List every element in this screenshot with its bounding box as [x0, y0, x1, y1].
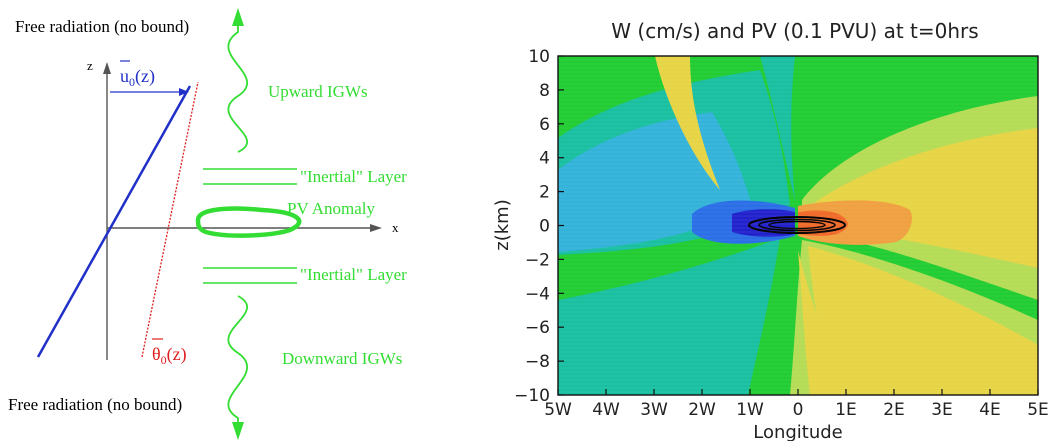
downward-label: Downward IGWs	[282, 349, 402, 368]
top-center-tip	[760, 56, 795, 200]
contour-fill	[558, 56, 1038, 395]
x-tick-label: 4W	[592, 400, 620, 420]
z-axis-label: z	[87, 58, 93, 73]
y-tick-label: −4	[525, 284, 550, 304]
upward-label: Upward IGWs	[268, 82, 368, 101]
x-axis-label: Longitude	[753, 422, 843, 441]
panel-title: W (cm/s) and PV (0.1 PVU) at t=0hrs	[611, 19, 978, 43]
theta-profile-line	[141, 81, 199, 358]
pv-anomaly-label: PV Anomaly	[287, 199, 376, 218]
x-tick-label: 4E	[979, 400, 1001, 420]
y-tick-label: −8	[525, 352, 550, 372]
pv-contour-inner	[768, 220, 826, 230]
contour-panel: W (cm/s) and PV (0.1 PVU) at t=0hrs	[492, 19, 1049, 441]
x-tick-label: 0	[793, 400, 804, 420]
pv-contour-middle	[758, 218, 836, 232]
bottom-caption: Free radiation (no bound)	[8, 395, 182, 414]
downward-wave	[227, 295, 248, 422]
lobe-lower-left-weak	[558, 238, 780, 395]
x-tick-label: 5W	[544, 400, 572, 420]
schematic-panel: Free radiation (no bound) Free radiation…	[8, 8, 407, 440]
pv-anomaly-blob	[195, 206, 302, 238]
y-tick-label: 6	[539, 115, 550, 135]
lobe-lower-right-moderate	[808, 246, 1038, 395]
z-axis-arrowhead	[103, 62, 111, 74]
y-tick-label: 2	[539, 183, 550, 203]
x-tick-label: 3W	[640, 400, 668, 420]
top-caption: Free radiation (no bound)	[15, 17, 189, 36]
wind-arrowhead	[179, 88, 189, 96]
upward-wave-arrowhead	[232, 8, 244, 26]
theta-label: θ0(z)	[152, 344, 187, 367]
y-tick-label: −6	[525, 318, 550, 338]
x-tick-label: 1E	[835, 400, 857, 420]
inertial-lower-label: "Inertial" Layer	[300, 265, 407, 284]
upward-wave	[227, 24, 248, 153]
x-ticks: 5W 4W 3W 2W 1W 0 1E 2E 3E 4E 5E	[544, 389, 1049, 420]
x-axis-arrowhead	[370, 224, 382, 232]
bottom-center-tip	[798, 250, 840, 395]
x-axis-label: x	[392, 220, 399, 235]
x-tick-label: 3E	[931, 400, 953, 420]
y-ticks: 10 8 6 4 2 0 −2 −4 −6 −8 −10	[514, 47, 564, 406]
x-tick-label: 5E	[1027, 400, 1049, 420]
top-left-tip	[655, 56, 720, 190]
y-tick-label: −10	[514, 386, 550, 406]
wind-label: u0(z)	[120, 66, 155, 89]
scanlines	[558, 59, 1038, 393]
pv-contour-outer	[748, 216, 846, 234]
y-axis-label: z(km)	[492, 199, 513, 250]
x-tick-label: 1W	[736, 400, 764, 420]
x-tick-label: 2E	[883, 400, 905, 420]
y-tick-label: −2	[525, 250, 550, 270]
y-tick-label: 8	[539, 81, 550, 101]
wind-profile-line	[36, 85, 192, 358]
y-tick-label: 4	[539, 149, 550, 169]
downward-wave-arrowhead	[232, 422, 244, 440]
y-tick-label: 10	[528, 47, 550, 67]
x-tick-label: 2W	[688, 400, 716, 420]
y-tick-label: 0	[539, 217, 550, 237]
inertial-upper-label: "Inertial" Layer	[300, 167, 407, 186]
